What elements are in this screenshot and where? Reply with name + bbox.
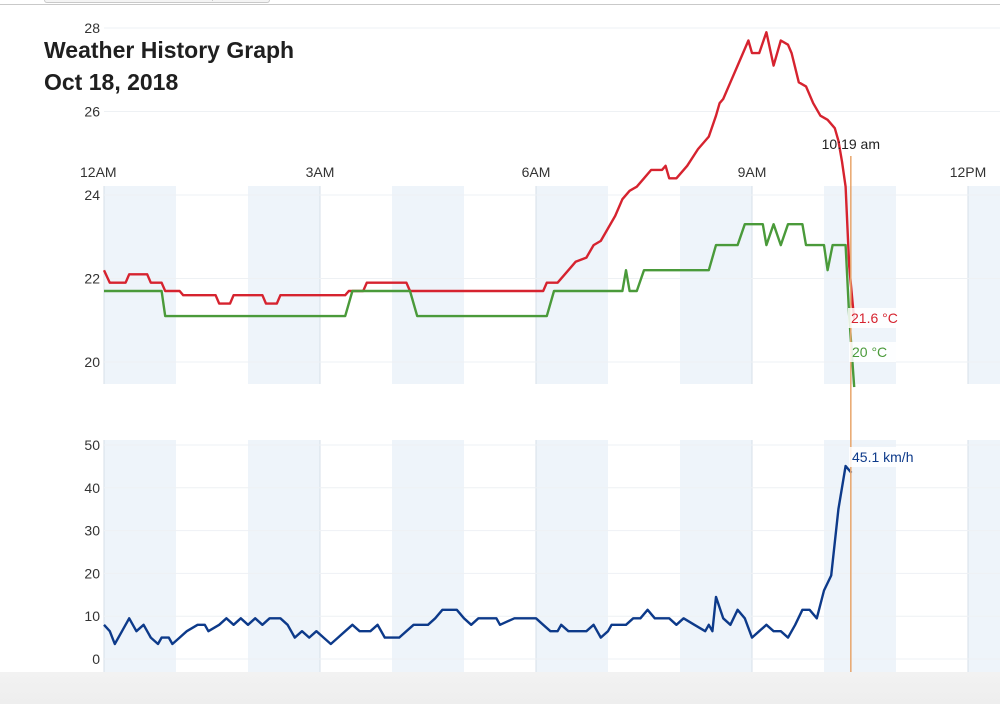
series-line-dew-point	[104, 223, 856, 388]
series-end-value-label: 45.1 km/h	[852, 449, 913, 465]
y-tick-label: 50	[84, 437, 100, 453]
x-tick-label: 12AM	[80, 164, 117, 180]
y-tick-label: 30	[84, 523, 100, 539]
shaded-hour-band	[968, 186, 1000, 384]
y-tick-label: 22	[84, 271, 100, 287]
shaded-hour-band	[248, 440, 320, 672]
top-tab-divider	[212, 0, 213, 1]
y-tick-label: 0	[92, 651, 100, 667]
x-tick-label: 12PM	[950, 164, 987, 180]
current-time-label: 10:19 am	[822, 136, 880, 152]
y-tick-label: 28	[84, 20, 100, 36]
footer-shade	[0, 672, 1000, 704]
series-line-temperature	[102, 31, 856, 321]
shaded-hour-band	[536, 186, 608, 384]
y-tick-label: 40	[84, 480, 100, 496]
page-title: Weather History Graph	[44, 37, 295, 63]
value-label-background	[848, 308, 912, 328]
series-end-value-label: 20 °C	[852, 344, 887, 360]
page-date: Oct 18, 2018	[44, 69, 179, 95]
shaded-hour-band	[968, 440, 1000, 672]
x-tick-label: 9AM	[738, 164, 767, 180]
value-label-background	[849, 342, 896, 362]
shaded-hour-band	[392, 186, 464, 384]
y-tick-label: 10	[84, 608, 100, 624]
shaded-hour-band	[392, 440, 464, 672]
x-tick-label: 3AM	[306, 164, 335, 180]
value-label-background	[849, 447, 929, 467]
y-tick-label: 20	[84, 565, 100, 581]
shaded-hour-band	[248, 186, 320, 384]
y-tick-label: 24	[84, 187, 100, 203]
shaded-hour-band	[104, 440, 176, 672]
shaded-hour-band	[536, 440, 608, 672]
shaded-hour-band	[680, 440, 752, 672]
series-line-wind-speed	[103, 464, 853, 646]
shaded-hour-band	[680, 186, 752, 384]
x-tick-label: 6AM	[522, 164, 551, 180]
y-tick-label: 20	[84, 354, 100, 370]
top-tab[interactable]	[44, 0, 270, 3]
top-tab-bar	[0, 0, 1000, 5]
shaded-hour-band	[824, 440, 896, 672]
shaded-hour-band	[104, 186, 176, 384]
y-tick-label: 26	[84, 104, 100, 120]
series-end-value-label: 21.6 °C	[851, 310, 898, 326]
header: Weather History Graph Oct 18, 2018	[44, 34, 294, 98]
